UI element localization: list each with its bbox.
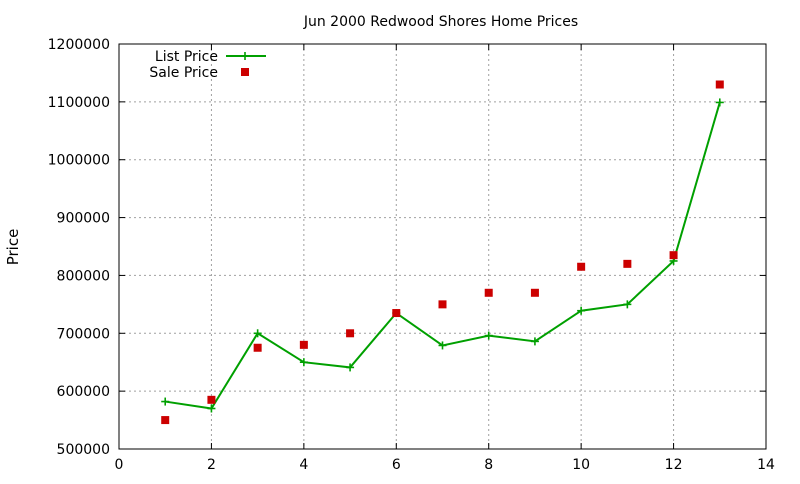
- x-tick-label: 2: [207, 457, 216, 473]
- plot-frame: [118, 43, 767, 450]
- sale-price-point: [346, 329, 355, 338]
- y-tick-label: 1100000: [48, 95, 110, 111]
- legend-label: Sale Price: [149, 65, 218, 81]
- y-tick-label: 700000: [57, 326, 110, 342]
- x-tick-label: 8: [484, 457, 493, 473]
- legend-plus-marker: [241, 52, 249, 60]
- list-price-point: [438, 341, 447, 350]
- chart-title: Jun 2000 Redwood Shores Home Prices: [303, 14, 578, 30]
- sale-price-point: [484, 288, 493, 297]
- list-price-point: [484, 331, 493, 340]
- y-tick-label: 500000: [57, 442, 110, 458]
- sale-price-point: [438, 300, 447, 309]
- y-axis-label: Price: [4, 229, 22, 266]
- sale-price-point: [623, 259, 632, 268]
- sale-price-point: [161, 416, 170, 425]
- legend-label: List Price: [155, 49, 218, 65]
- y-tick-label: 800000: [57, 268, 110, 284]
- list-price-point: [577, 306, 586, 315]
- sale-price-point: [715, 80, 724, 89]
- list-price-point: [623, 300, 632, 309]
- list-price-point: [207, 404, 216, 413]
- x-tick-label: 0: [115, 457, 124, 473]
- sale-price-point: [253, 343, 262, 352]
- x-tick-label: 12: [665, 457, 683, 473]
- x-tick-label: 4: [299, 457, 308, 473]
- y-tick-label: 1000000: [48, 153, 110, 169]
- list-price-point: [299, 358, 308, 367]
- x-tick-label: 14: [757, 457, 775, 473]
- sale-price-point: [530, 288, 539, 297]
- list-price-point: [161, 397, 170, 406]
- y-tick-label: 1200000: [48, 37, 110, 53]
- legend-square-marker: [241, 68, 249, 76]
- y-axis: 500000 600000 700000 800000 900000 1000000 110…: [48, 37, 766, 458]
- y-tick-label: 900000: [57, 211, 110, 227]
- y-tick-label: 600000: [57, 384, 110, 400]
- series-layer: [161, 80, 724, 425]
- sale-price-point: [669, 251, 678, 260]
- list-price-point: [253, 329, 262, 338]
- sale-price-point: [207, 395, 216, 404]
- grid-lines: [119, 44, 766, 449]
- series-sale-price: [161, 80, 724, 425]
- list-price-line: [165, 102, 721, 410]
- sale-price-point: [299, 340, 308, 349]
- list-price-point: [530, 337, 539, 346]
- list-price-point: [715, 98, 724, 107]
- x-axis: 0 2 4 6 8 10 12 14: [115, 44, 775, 473]
- list-price-point: [346, 363, 355, 372]
- sale-price-point: [577, 262, 586, 271]
- x-tick-label: 10: [572, 457, 590, 473]
- sale-price-point: [392, 309, 401, 318]
- series-list-price: [161, 98, 724, 413]
- x-tick-label: 6: [392, 457, 401, 473]
